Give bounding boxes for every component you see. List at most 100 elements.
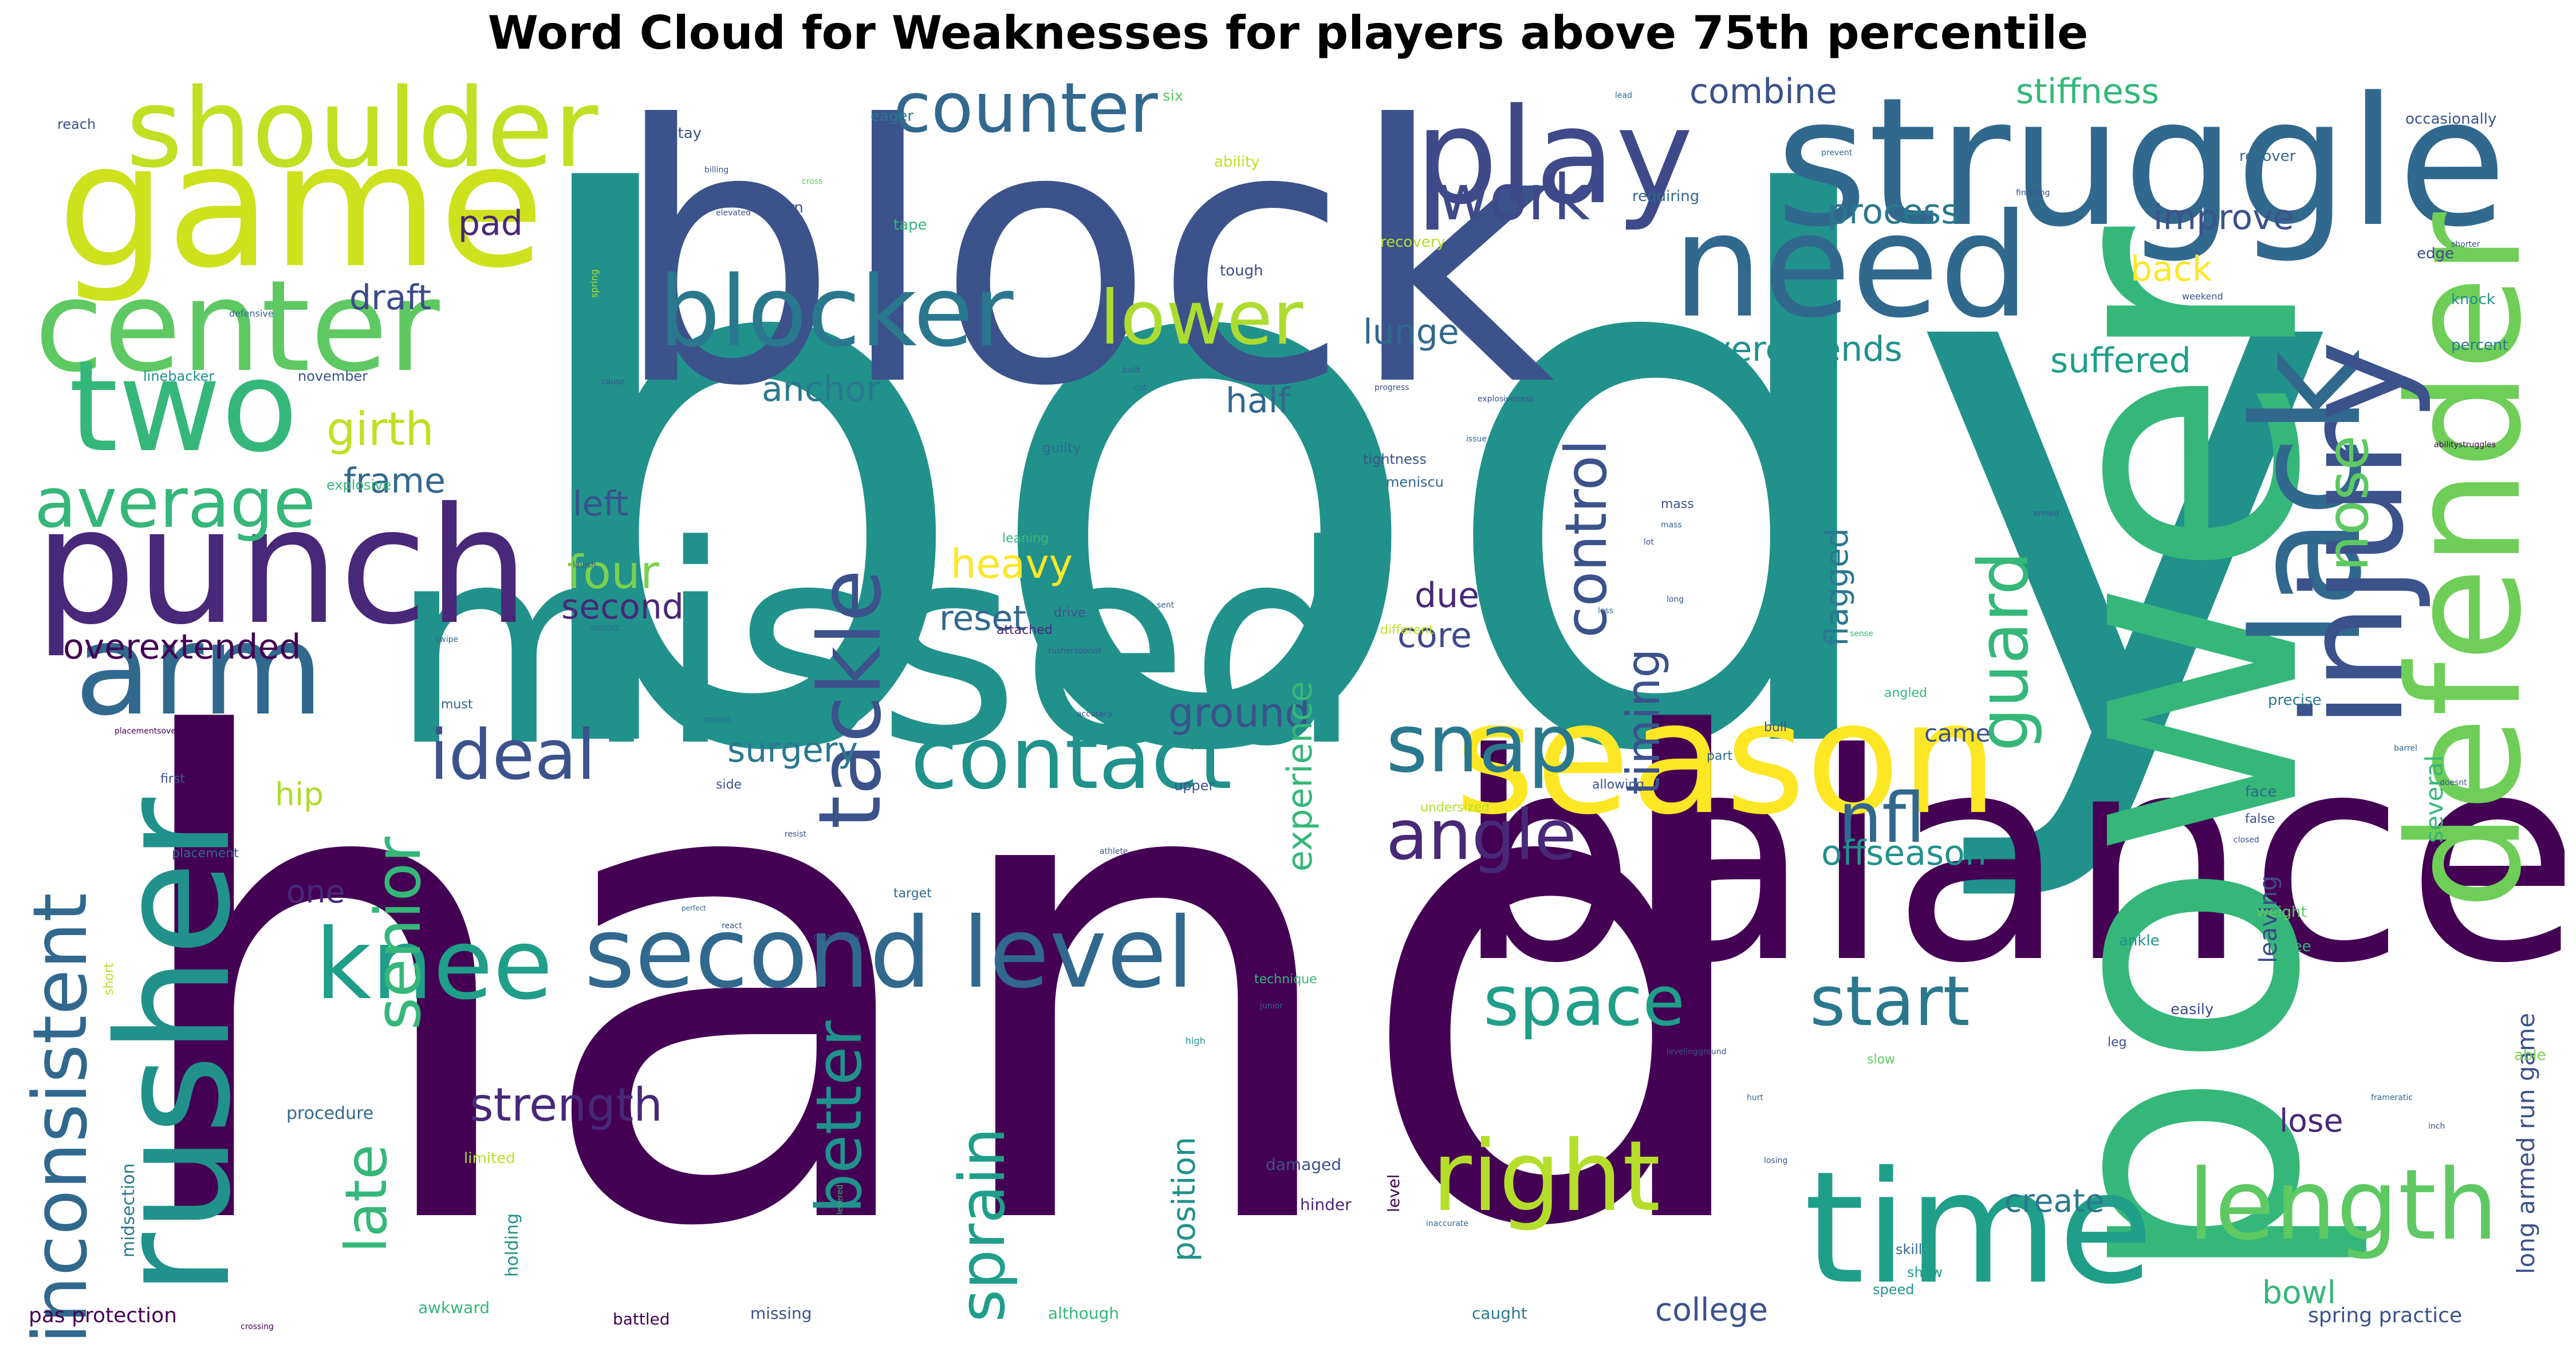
word-limited: limited [464, 1150, 515, 1167]
word-long: long [1667, 595, 1684, 604]
word-late: late [333, 1144, 400, 1253]
word-experience: experience [1280, 681, 1320, 872]
word-tightness: tightness [1363, 451, 1427, 467]
word-nfl: nfl [1838, 779, 1925, 858]
word-angled: angled [1884, 686, 1928, 700]
word-position: position [1165, 1137, 1202, 1262]
word-second: second [561, 587, 684, 627]
word-strength: strength [470, 1078, 663, 1132]
word-anchor: anchor [762, 369, 881, 409]
word-lunge: lunge [1363, 312, 1459, 352]
word-false: false [2245, 812, 2275, 826]
word-react: react [722, 921, 742, 931]
word-start: start [1810, 962, 1970, 1042]
word-explosiveness: explosiveness [1478, 395, 1534, 404]
word-draft: draft [349, 278, 432, 318]
word-hand: hand [115, 605, 1771, 1340]
word-barrel: barrel [2394, 744, 2417, 753]
word-bowl: bowl [2262, 1274, 2336, 1311]
word-elevated: elevated [716, 208, 751, 218]
word-hinder: hinder [1300, 1195, 1352, 1214]
word-work: work [1437, 161, 1590, 234]
word-defensive: defensive [229, 308, 274, 319]
word-girth: girth [326, 403, 434, 456]
word-overextends: overextends [1689, 329, 1903, 369]
word-flagged: flagged [1818, 528, 1855, 647]
word-slow: slow [1867, 1053, 1896, 1067]
word-precise: precise [2268, 692, 2322, 709]
word-pad: pad [458, 203, 523, 243]
word-speed: speed [1873, 1282, 1915, 1298]
word-able: able [2514, 1047, 2546, 1064]
word-lead: lead [1615, 91, 1632, 100]
word-ground: ground [1168, 689, 1310, 736]
word-battled: battled [613, 1310, 670, 1329]
word-levered: levered [836, 1184, 845, 1215]
word-torn: torn [773, 199, 803, 216]
word-finishing: finishing [2016, 188, 2050, 198]
word-heavy: heavy [951, 541, 1073, 588]
word-tape: tape [893, 216, 927, 234]
word-several: several [2420, 755, 2448, 843]
word-ankle: ankle [2119, 932, 2160, 949]
word-swipe: swipe [435, 635, 459, 644]
word-struggle: struggle [1775, 74, 2507, 266]
word-must: must [441, 697, 473, 712]
word-space: space [1483, 962, 1685, 1042]
word-eager: eager [871, 108, 914, 125]
word-issue: issue [1466, 435, 1487, 444]
word-face: face [2245, 783, 2277, 801]
word-contact: contact [911, 709, 1232, 809]
word-reach: reach [57, 116, 96, 132]
word-balance: balance [1455, 692, 2565, 1026]
word-tossed: tossed [704, 715, 731, 724]
word-create: create [2004, 1182, 2105, 1219]
word-doesnt: doesnt [2440, 778, 2467, 787]
word-play: play [1415, 81, 1693, 234]
word-perfect: perfect [682, 904, 706, 912]
word-skill: skill [1896, 1241, 1923, 1258]
word-suffered: suffered [2050, 341, 2191, 381]
word-lower: lower [1100, 274, 1303, 361]
word-lose: lose [2279, 1102, 2343, 1139]
word-rushersdonot: rushersdonot [1048, 647, 1101, 656]
word-offseason: offseason [1821, 833, 1987, 873]
word-process: process [1827, 192, 1959, 232]
word-inaccurate: inaccurate [1426, 1219, 1469, 1228]
word-block: block [613, 74, 1555, 464]
word-nose: nose [2314, 435, 2381, 571]
word-different: different [1380, 623, 1434, 637]
word-caught: caught [1472, 1304, 1527, 1323]
word-recovery: recovery [1380, 234, 1445, 251]
word-bull: bull [1764, 720, 1787, 735]
word-season: season [1455, 668, 1999, 849]
word-allowing: allowing [1592, 778, 1645, 792]
word-knee: knee [315, 908, 553, 1022]
word-resist: resist [785, 830, 807, 839]
word-abilitystruggles: abilitystruggles [2434, 440, 2496, 450]
word-technique: technique [1254, 972, 1317, 987]
word-athlete: athlete [1100, 847, 1128, 856]
word-percent: percent [2451, 337, 2508, 354]
word-tackle: tackle [801, 569, 900, 829]
word-placementsoverextends: placementsoverextends [115, 727, 211, 736]
word-reset: reset [939, 598, 1026, 638]
word-procedure: procedure [286, 1103, 374, 1124]
word-cloud: body hand block missed balance power struggle g… [11, 74, 2565, 1340]
word-missing: missing [750, 1304, 812, 1323]
word-midsection: midsection [119, 1163, 139, 1258]
word-frameratic: frameratic [2371, 1093, 2413, 1102]
word-high: high [1185, 1035, 1206, 1046]
word-college: college [1655, 1291, 1768, 1328]
word-counter: counter [893, 74, 1158, 148]
word-length: length [2188, 1149, 2498, 1262]
word-occasionally: occasionally [2405, 111, 2497, 128]
word-sent: sent [1157, 601, 1175, 610]
word-combine: combine [1689, 74, 1837, 112]
word-edge: edge [2417, 245, 2454, 262]
word-short: short [102, 963, 116, 995]
word-cut: cut [1134, 383, 1147, 392]
word-mass: mass [1661, 521, 1682, 530]
word-contactonly: contactonly [813, 933, 861, 942]
word-left: left [573, 484, 629, 524]
